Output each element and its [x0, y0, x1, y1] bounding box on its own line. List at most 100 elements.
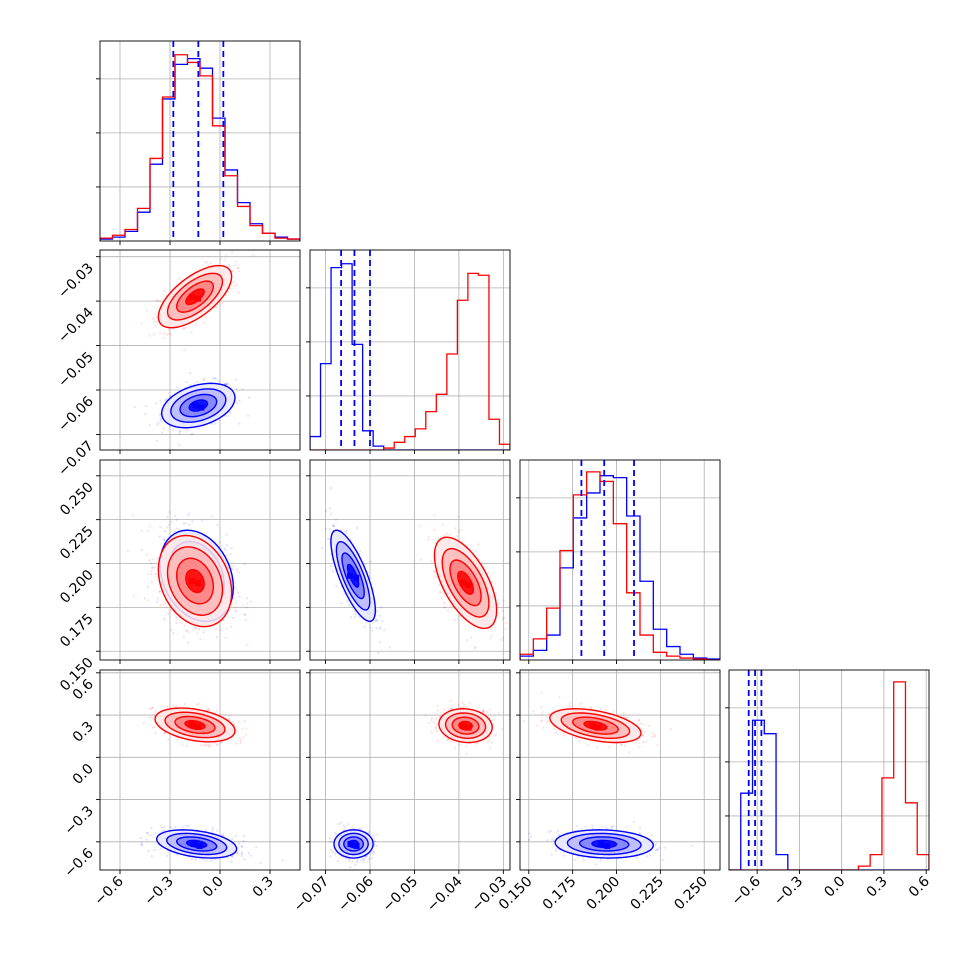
scatter-point — [187, 641, 190, 644]
scatter-point — [146, 832, 150, 835]
scatter-point — [324, 527, 327, 531]
scatter-point — [238, 595, 241, 598]
scatter-point — [477, 543, 480, 546]
scatter-point — [354, 863, 357, 866]
scatter-point — [186, 429, 189, 432]
scatter-point — [151, 706, 154, 710]
scatter-point — [147, 572, 150, 576]
scatter-point — [140, 548, 143, 552]
scatter-point — [165, 398, 168, 401]
scatter-point — [140, 322, 143, 325]
scatter-point — [155, 439, 158, 442]
scatter-point — [610, 825, 614, 828]
scatter-point — [224, 383, 228, 386]
scatter-point — [474, 549, 477, 552]
scatter-point — [474, 645, 477, 648]
scatter-point — [456, 534, 459, 538]
scatter-point — [182, 636, 185, 639]
scatter-point — [229, 625, 233, 628]
scatter-point — [175, 386, 178, 389]
scatter-point — [328, 837, 332, 840]
scatter-point — [158, 590, 161, 594]
scatter-point — [486, 710, 489, 714]
scatter-point — [234, 588, 237, 591]
scatter-point — [235, 602, 238, 605]
scatter-point — [448, 533, 451, 536]
scatter-point — [237, 842, 240, 845]
scatter-point — [225, 627, 228, 630]
scatter-point — [346, 599, 349, 602]
scatter-point — [178, 430, 181, 433]
scatter-point — [247, 414, 250, 417]
scatter-point — [230, 837, 234, 841]
scatter-point — [159, 399, 162, 402]
scatter-point — [175, 527, 178, 530]
scatter-point — [490, 634, 493, 637]
scatter-point — [224, 254, 227, 257]
scatter-point — [154, 566, 157, 569]
scatter-point — [184, 629, 187, 632]
scatter-point — [186, 740, 190, 743]
scatter-point — [488, 739, 491, 742]
scatter-point — [176, 738, 179, 741]
scatter-point — [449, 699, 452, 702]
scatter-point — [215, 709, 218, 712]
scatter-point — [172, 704, 175, 707]
scatter-point — [238, 422, 241, 425]
scatter-point — [237, 267, 240, 270]
scatter-point — [361, 858, 365, 861]
scatter-point — [476, 742, 480, 745]
scatter-point — [169, 333, 172, 336]
scatter-point — [379, 626, 382, 629]
scatter-point — [239, 739, 243, 742]
scatter-point — [358, 615, 361, 619]
scatter-point — [356, 859, 359, 862]
scatter-point — [145, 309, 149, 312]
scatter-point — [181, 825, 184, 829]
scatter-point — [489, 708, 492, 711]
scatter-point — [233, 596, 236, 600]
scatter-point — [433, 513, 436, 517]
scatter-point — [237, 571, 240, 574]
scatter-point — [196, 631, 199, 635]
scatter-point — [159, 419, 163, 423]
scatter-point — [503, 617, 506, 620]
scatter-point — [453, 747, 457, 750]
scatter-point — [183, 327, 186, 330]
scatter-point — [438, 591, 441, 594]
scatter-point — [240, 845, 243, 848]
scatter-point — [372, 834, 375, 837]
scatter-point — [154, 732, 158, 735]
scatter-point — [376, 618, 379, 622]
scatter-point — [329, 553, 332, 556]
scatter-point — [497, 712, 500, 715]
scatter-point — [175, 518, 178, 522]
scatter-point — [166, 526, 169, 529]
scatter-point — [157, 556, 160, 560]
scatter-point — [354, 612, 357, 615]
scatter-point — [204, 829, 207, 832]
scatter-point — [348, 603, 351, 606]
scatter-point — [482, 708, 485, 711]
scatter-point — [159, 847, 162, 850]
scatter-point — [166, 612, 170, 615]
scatter-point — [376, 833, 379, 836]
scatter-point — [206, 743, 209, 746]
scatter-point — [441, 523, 444, 526]
scatter-point — [236, 742, 239, 745]
scatter-point — [251, 254, 254, 257]
scatter-point — [187, 824, 190, 828]
scatter-point — [205, 261, 208, 264]
scatter-point — [162, 538, 166, 541]
scatter-point — [149, 834, 152, 837]
scatter-point — [179, 430, 182, 433]
scatter-point — [497, 603, 500, 606]
scatter-point — [432, 570, 436, 573]
scatter-point — [234, 261, 237, 264]
scatter-point — [442, 735, 445, 738]
scatter-point — [175, 616, 178, 619]
scatter-point — [332, 850, 335, 853]
scatter-point — [191, 432, 194, 436]
scatter-point — [247, 852, 250, 855]
